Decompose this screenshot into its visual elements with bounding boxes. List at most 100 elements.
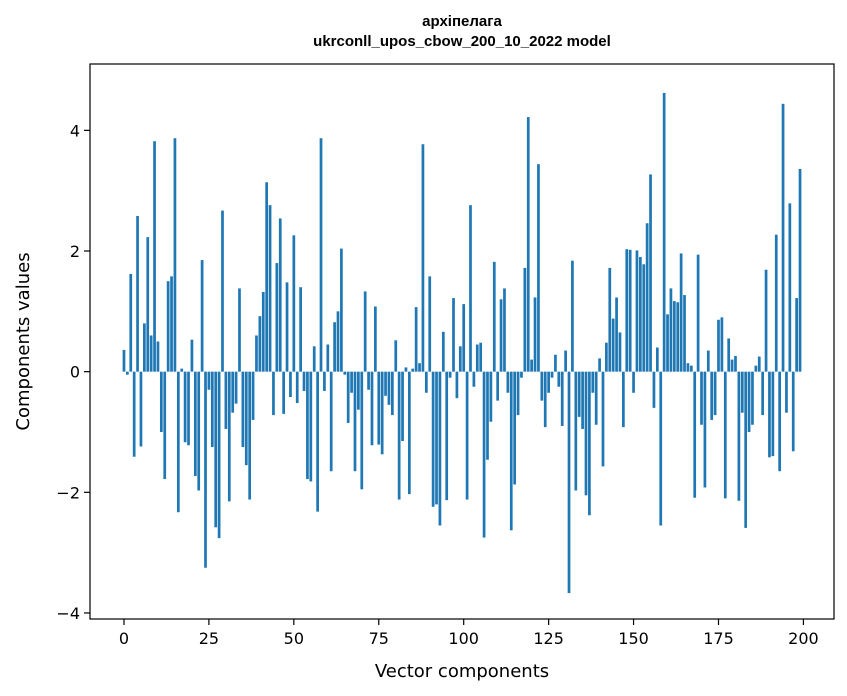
bar xyxy=(340,248,343,372)
x-tick-label: 75 xyxy=(369,629,389,648)
bar xyxy=(676,302,680,372)
bar xyxy=(740,371,744,413)
bar xyxy=(435,371,438,505)
bar xyxy=(221,210,224,372)
bar xyxy=(554,354,557,372)
bar xyxy=(438,371,442,526)
bar xyxy=(166,281,170,372)
bar xyxy=(564,350,567,372)
bar xyxy=(506,371,510,393)
bar xyxy=(560,371,564,426)
bar xyxy=(523,267,527,372)
x-tick-label: 100 xyxy=(448,629,479,648)
bar xyxy=(370,371,374,446)
bar xyxy=(547,371,550,393)
bar xyxy=(197,371,201,491)
bar xyxy=(594,371,598,425)
bar xyxy=(357,371,360,410)
bar xyxy=(302,371,306,391)
bar xyxy=(285,282,289,372)
bar xyxy=(686,363,690,372)
bar xyxy=(441,331,445,372)
bar xyxy=(730,359,734,372)
bar xyxy=(703,371,707,488)
bar xyxy=(727,338,731,372)
bar xyxy=(411,368,415,372)
bar xyxy=(628,249,632,372)
bar xyxy=(791,371,795,452)
y-tick-label: 0 xyxy=(70,363,80,382)
bar xyxy=(173,138,177,372)
bar xyxy=(159,371,163,432)
bar xyxy=(309,371,313,482)
bar xyxy=(200,260,204,372)
bar xyxy=(734,355,737,372)
bar xyxy=(778,371,781,472)
bar xyxy=(278,218,282,372)
bar xyxy=(448,371,452,378)
bar xyxy=(176,371,180,513)
bar xyxy=(533,297,537,372)
bar xyxy=(751,371,754,425)
bar xyxy=(360,371,364,490)
bar xyxy=(170,276,173,372)
bar xyxy=(126,371,129,375)
bar xyxy=(672,301,676,372)
bar xyxy=(757,356,761,372)
bar xyxy=(207,371,211,390)
y-tick-label: −2 xyxy=(56,483,80,502)
bar xyxy=(781,103,785,372)
bar xyxy=(774,234,778,372)
bar xyxy=(132,371,136,457)
bar xyxy=(421,144,425,372)
x-tick-label: 25 xyxy=(199,629,219,648)
bars xyxy=(122,92,802,594)
bar xyxy=(428,276,432,372)
y-tick-label: 2 xyxy=(70,242,80,261)
bar xyxy=(798,168,802,372)
bar xyxy=(598,358,601,372)
bar xyxy=(700,371,703,425)
bar xyxy=(683,295,686,372)
bar xyxy=(520,371,523,378)
bar xyxy=(136,216,139,372)
bar xyxy=(516,371,520,416)
bar xyxy=(258,316,262,372)
bar xyxy=(513,371,517,485)
bar xyxy=(282,371,285,414)
bar xyxy=(333,322,336,372)
bar xyxy=(265,182,269,372)
chart-title-line: ukrconll_upos_cbow_200_10_2022 model xyxy=(313,33,611,50)
bar xyxy=(635,250,639,372)
bar xyxy=(156,341,160,372)
bar xyxy=(550,371,554,378)
bar xyxy=(268,205,272,372)
bar xyxy=(655,347,659,372)
bar xyxy=(193,371,197,477)
bar xyxy=(183,371,187,443)
bar xyxy=(367,371,370,390)
bar xyxy=(469,205,472,372)
bar xyxy=(571,260,574,372)
bar xyxy=(622,371,625,428)
bar xyxy=(204,371,207,568)
bar xyxy=(149,335,153,372)
bar xyxy=(462,304,466,372)
y-axis-label: Components values xyxy=(13,252,34,430)
bar xyxy=(754,365,758,372)
bar xyxy=(706,350,710,372)
bar xyxy=(380,371,384,455)
bar xyxy=(720,317,724,372)
plot-frame xyxy=(89,63,835,620)
bar xyxy=(577,371,581,417)
bar xyxy=(404,367,408,372)
bar xyxy=(475,344,479,372)
bar xyxy=(323,371,326,391)
bar xyxy=(601,371,605,467)
bar xyxy=(652,371,656,408)
bar xyxy=(401,371,404,442)
bar xyxy=(153,141,156,372)
bar xyxy=(374,306,377,372)
bar xyxy=(234,371,238,404)
bar xyxy=(326,344,330,372)
